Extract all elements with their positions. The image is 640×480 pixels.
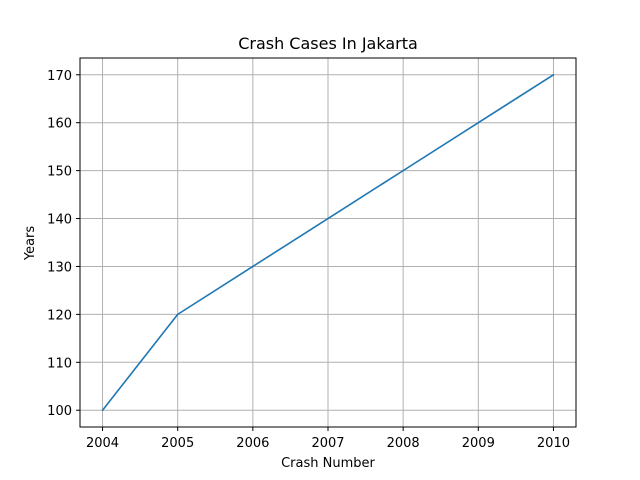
y-tick-label: 120 [47,308,72,323]
y-tick-label: 110 [47,356,72,371]
data-point [101,409,104,412]
x-tick-label: 2005 [161,436,194,451]
data-point [477,121,480,124]
x-tick-label: 2004 [86,436,119,451]
x-tick-label: 2009 [462,436,495,451]
x-tick-label: 2007 [311,436,344,451]
y-tick-label: 140 [47,213,72,228]
x-axis-label: Crash Number [281,456,375,471]
y-tick-label: 160 [47,117,72,132]
x-axis-ticks: 2004 2005 2006 2007 2008 2009 2010 [86,427,570,451]
series-group [101,73,555,412]
data-point [402,169,404,172]
data-point [176,313,179,316]
y-axis-ticks: 100 110 120 130 140 150 160 170 [47,69,80,419]
x-tick-label: 2008 [387,436,420,451]
x-tick-label: 2010 [537,436,570,451]
x-tick-label: 2006 [236,436,269,451]
y-tick-label: 130 [47,260,72,275]
y-tick-label: 100 [47,404,72,419]
data-point [552,73,555,76]
data-point [252,265,254,268]
data-point [327,217,329,220]
y-tick-label: 170 [47,69,72,84]
chart-title: Crash Cases In Jakarta [238,34,418,53]
y-tick-label: 150 [47,165,72,180]
y-axis-label: Years [23,226,38,262]
grid [80,58,576,427]
